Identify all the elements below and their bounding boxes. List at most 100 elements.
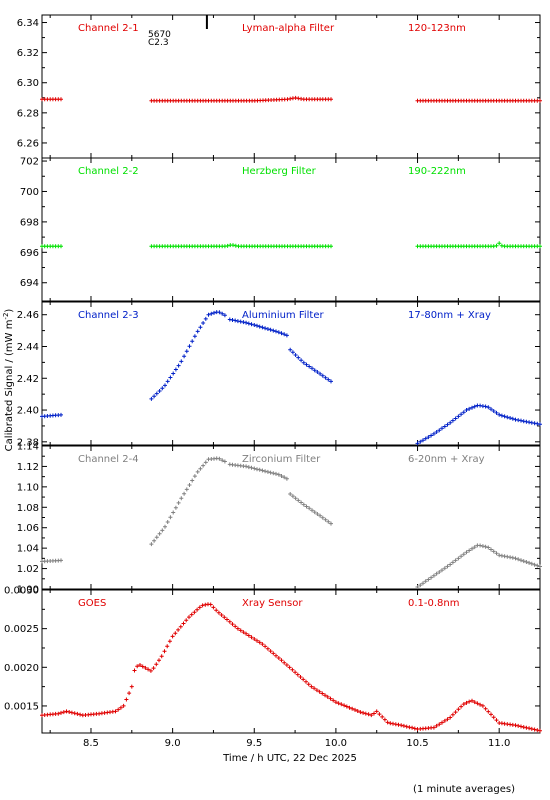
panel-frame [41,14,541,159]
data-point [431,573,436,578]
data-point [244,464,249,469]
data-point [265,469,270,474]
data-point [282,475,287,480]
data-point [418,583,423,588]
data-point [198,325,203,330]
y-axis-label-close: ) [4,309,15,313]
data-point [78,712,83,717]
data-point [318,513,323,518]
band-label: 17-80nm + Xray [408,310,491,321]
data-point [200,603,205,608]
y-tick-label: 6.26 [17,138,39,149]
data-point [152,394,157,399]
data-point [168,375,173,380]
data-point [195,607,200,612]
data-point [230,622,235,627]
data-point [263,326,268,331]
data-point [279,474,284,478]
data-point [450,418,455,423]
filter-label: Aluminium Filter [242,310,325,321]
data-point [165,379,170,384]
data-point [467,406,472,411]
data-point [140,664,145,669]
data-point [421,438,425,443]
panel-3: 2.38 2.40 2.42 2.44 2.46 Channel 2-3 Aluminium… [17,301,542,448]
data-point [201,321,206,325]
data-point [201,463,206,468]
footer-note: (1 minute averages) [413,784,515,795]
data-point [260,642,265,647]
data-point [320,515,325,520]
data-point [456,556,461,561]
data-point [382,717,387,722]
data-point [456,414,461,419]
data-point [426,577,431,582]
filter-label: Zirconium Filter [242,454,321,465]
y-tick-label: 2.46 [17,310,39,321]
data-point [480,703,485,708]
data-series-segment [227,462,289,481]
data-series-segment [415,98,542,103]
y-tick-label: 6.28 [17,108,39,119]
data-point [167,639,172,644]
data-point [437,428,442,433]
data-point [415,441,420,446]
data-point [59,97,63,102]
data-point [418,439,423,444]
data-point [535,728,540,733]
data-point [151,666,156,671]
data-point [489,712,493,717]
data-point [358,710,363,715]
data-point [445,422,450,427]
data-point [233,318,238,323]
band-label: 6-20nm + Xray [408,454,485,465]
band-label: 120-123nm [408,23,466,34]
x-tick-label: 11.0 [488,738,510,749]
data-point [268,470,273,475]
data-point [516,723,521,728]
data-point [244,320,249,325]
data-point [154,391,159,396]
data-point [342,703,347,708]
data-point [434,723,439,728]
data-point [173,505,178,510]
data-point [244,631,249,636]
data-point [216,610,221,615]
x-tick-label: 8.5 [83,738,99,749]
data-point [377,712,382,717]
panel-5: 0.0015 0.0020 0.0025 0.0030 GOES Xray Sensor 0… [4,586,542,734]
data-point [260,325,265,330]
data-point [235,626,240,631]
data-point [252,466,257,471]
data-point [182,491,187,496]
data-point [171,510,176,515]
data-point [113,709,118,714]
data-point [299,500,304,505]
y-tick-label: 6.32 [17,48,39,59]
data-point [295,672,300,677]
panel-4: 1.00 1.02 1.04 1.06 1.08 1.10 1.12 1.14 Channel … [17,442,542,596]
data-point [195,469,200,474]
data-point [299,358,304,363]
y-tick-label: 696 [20,248,39,259]
data-point [182,354,187,359]
data-point [366,712,371,717]
data-point [61,710,66,715]
data-point [187,615,191,620]
data-point [222,313,227,318]
data-point [502,414,507,419]
data-point [195,329,200,334]
y-tick-label: 1.00 [17,585,39,596]
data-point [214,608,219,613]
data-series-segment [415,403,542,446]
data-point [67,710,72,714]
data-point [160,386,165,391]
data-point [538,564,542,569]
data-point [206,312,211,317]
data-point [505,415,510,420]
data-point [329,379,333,384]
data-point [178,624,183,629]
shared-x-axis: 8.5 9.0 9.5 10.0 10.5 11.0 [83,738,510,749]
data-point [491,409,496,413]
data-point [494,718,499,723]
